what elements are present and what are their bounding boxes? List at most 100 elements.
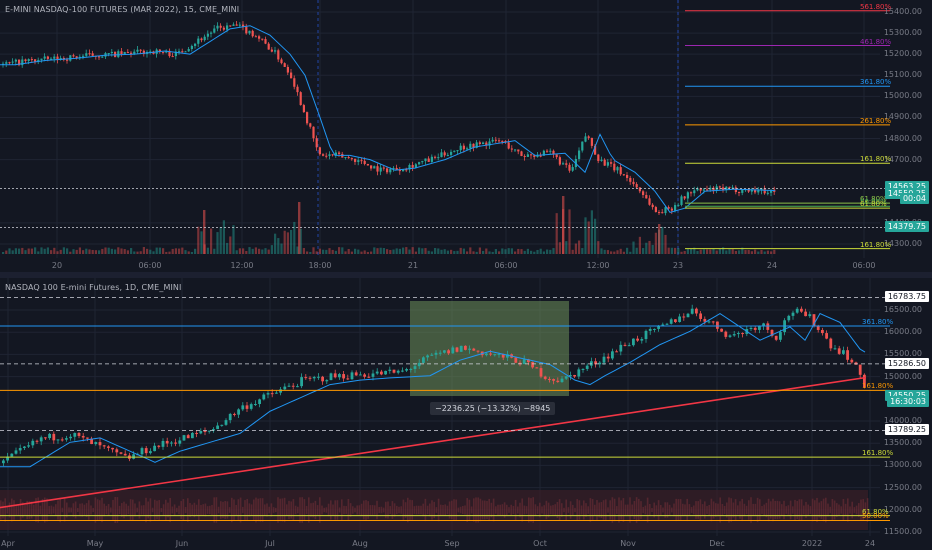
candle-body	[370, 165, 373, 169]
indicator-bar	[629, 497, 631, 523]
indicator-bar	[701, 504, 704, 516]
candle-body	[363, 160, 366, 164]
intraday-chart-pane[interactable]: E-MINI NASDAQ-100 FUTURES (MAR 2022), 15…	[0, 0, 932, 272]
volume-bar	[469, 247, 472, 254]
candle-body	[342, 374, 345, 379]
candle-body	[539, 155, 542, 157]
indicator-bar	[198, 499, 200, 521]
daily-chart-pane[interactable]: NASDAQ 100 E-mini Futures, 1D, CME_MINI …	[0, 278, 932, 550]
candle-body	[438, 352, 442, 354]
volume-bar	[238, 248, 241, 254]
candle-body	[309, 123, 312, 127]
candle-body	[530, 154, 533, 156]
volume-bar	[651, 244, 654, 254]
candle-body	[690, 308, 694, 314]
indicator-bar	[567, 507, 570, 513]
candle-body	[376, 166, 379, 172]
candle-body	[30, 59, 33, 61]
y-axis-tick: 12500.00	[883, 482, 922, 492]
volume-bar	[491, 251, 494, 254]
volume-bar	[30, 248, 33, 254]
indicator-bar	[341, 499, 343, 521]
x-axis-tick: 12:00	[230, 261, 254, 270]
indicator-bar	[270, 503, 273, 517]
volume-bar	[213, 248, 216, 254]
indicator-bar	[745, 505, 748, 515]
candle-body	[111, 447, 114, 450]
volume-bar	[206, 247, 209, 254]
candle-body	[165, 440, 169, 444]
candle-body	[804, 311, 807, 317]
indicator-bar	[277, 497, 279, 523]
indicator-bar	[836, 503, 838, 517]
volume-bar	[299, 228, 302, 254]
volume-bar	[354, 248, 357, 254]
candle-body	[171, 56, 174, 58]
volume-bar	[526, 248, 529, 254]
volume-bar	[350, 251, 353, 254]
indicator-bar	[616, 506, 618, 514]
volume-bar	[430, 251, 433, 254]
candle-body	[56, 56, 59, 60]
candle-body	[291, 385, 295, 387]
candle-body	[69, 436, 72, 439]
indicator-bar	[396, 505, 398, 515]
y-axis-tick: 11500.00	[883, 527, 922, 536]
indicator-bar	[435, 507, 438, 513]
candle-body	[210, 32, 213, 34]
candle-body	[317, 376, 320, 378]
indicator-bar	[444, 504, 446, 516]
candle-body	[52, 433, 56, 441]
indicator-bar	[52, 506, 55, 514]
candle-body	[98, 442, 102, 446]
indicator-bar	[103, 503, 105, 517]
candle-body	[437, 157, 440, 159]
daily-chart-canvas[interactable]	[0, 278, 932, 550]
candle-body	[757, 190, 760, 193]
candle-body	[184, 51, 187, 53]
indicator-bar	[706, 506, 708, 514]
candle-body	[741, 189, 744, 193]
volume-bar	[283, 230, 286, 254]
indicator-bar	[431, 500, 433, 520]
indicator-bar	[305, 505, 308, 515]
indicator-bar	[851, 501, 853, 519]
candle-body	[270, 393, 274, 395]
indicator-bar	[453, 499, 455, 521]
indicator-bar	[528, 497, 530, 523]
volume-bar	[232, 225, 235, 254]
indicator-bar	[675, 498, 677, 522]
pane-separator[interactable]	[0, 272, 932, 278]
candle-body	[162, 51, 165, 53]
volume-bar	[622, 251, 625, 254]
candle-body	[182, 435, 186, 441]
indicator-bar	[169, 497, 171, 523]
indicator-bar	[686, 498, 688, 522]
y-axis-tick: 12000.00	[883, 504, 922, 514]
candle-body	[568, 164, 571, 171]
volume-bar	[472, 251, 475, 254]
indicator-bar	[301, 497, 303, 523]
indicator-bar	[149, 498, 152, 522]
indicator-bar	[385, 501, 387, 519]
volume-bar	[171, 248, 174, 254]
candle-body	[222, 27, 225, 30]
volume-bar	[168, 251, 171, 254]
candle-body	[464, 345, 467, 350]
x-axis-tick: 06:00	[852, 261, 876, 270]
indicator-bar	[374, 505, 376, 515]
candle-body	[296, 86, 299, 93]
candle-body	[39, 437, 43, 442]
candle-body	[318, 147, 321, 155]
indicator-bar	[283, 497, 286, 523]
indicator-bar	[195, 504, 198, 516]
candle-body	[501, 140, 504, 142]
candle-body	[683, 196, 686, 199]
intraday-chart-canvas[interactable]	[0, 0, 932, 272]
indicator-bar	[523, 505, 526, 515]
indicator-bar	[583, 500, 585, 520]
candle-body	[606, 162, 609, 166]
indicator-bar	[561, 503, 563, 517]
candle-body	[578, 150, 581, 159]
indicator-bar	[312, 502, 314, 518]
